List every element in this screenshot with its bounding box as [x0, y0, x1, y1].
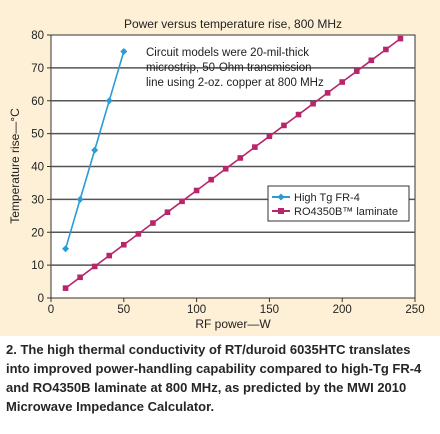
- x-tick-label: 200: [333, 304, 352, 316]
- data-point: [77, 274, 83, 281]
- data-point: [91, 146, 99, 154]
- data-point: [208, 176, 214, 183]
- data-point: [339, 79, 345, 85]
- data-point: [135, 231, 142, 237]
- y-tick-label: 20: [31, 227, 44, 239]
- x-tick-label: 250: [405, 304, 424, 316]
- data-point: [368, 57, 375, 64]
- data-point: [62, 245, 70, 253]
- data-point: [193, 187, 200, 194]
- chart-title: Power versus temperature rise, 800 MHz: [124, 17, 342, 31]
- data-point: [237, 155, 244, 161]
- y-axis-label: Temperature rise—°C: [8, 108, 22, 224]
- data-point: [105, 97, 113, 105]
- figure-caption: 2. The high thermal conductivity of RT/d…: [6, 342, 422, 414]
- gridlines: [51, 67, 415, 266]
- line-chart: Power versus temperature rise, 800 MHz 0…: [8, 17, 425, 331]
- data-point: [164, 209, 171, 215]
- y-tick-label: 10: [31, 260, 44, 272]
- data-point: [76, 195, 84, 203]
- data-point: [266, 133, 273, 140]
- data-point: [150, 220, 156, 226]
- y-tick-label: 80: [31, 30, 44, 42]
- data-point: [121, 241, 127, 248]
- data-point: [62, 285, 69, 291]
- legend-square-marker: [278, 208, 284, 214]
- x-tick-label: 0: [48, 304, 54, 316]
- x-tick-label: 150: [260, 304, 279, 316]
- x-tick-label: 50: [117, 304, 130, 316]
- data-point: [281, 122, 287, 129]
- y-tick-label: 50: [31, 129, 44, 141]
- data-point: [310, 100, 316, 107]
- legend-label: RO4350B™ laminate: [294, 206, 398, 218]
- series-layer: [62, 35, 404, 291]
- data-point: [252, 144, 258, 150]
- legend-diamond-marker: [277, 193, 285, 201]
- y-tick-label: 0: [38, 293, 44, 305]
- data-point: [179, 198, 185, 205]
- chart-panel: Power versus temperature rise, 800 MHz 0…: [0, 0, 440, 336]
- data-point: [353, 68, 360, 74]
- legend: High Tg FR-4 RO4350B™ laminate: [267, 185, 410, 222]
- legend-label: High Tg FR-4: [294, 192, 360, 204]
- y-tick-label: 70: [31, 63, 44, 75]
- data-point: [397, 35, 404, 42]
- data-point: [106, 252, 113, 259]
- annotation-line: line using 2-oz. copper at 800 MHz: [146, 77, 324, 89]
- data-point: [222, 166, 229, 172]
- data-point: [295, 111, 302, 118]
- x-axis-label: RF power—W: [195, 317, 271, 331]
- y-tick-label: 40: [31, 162, 44, 174]
- data-point: [91, 263, 98, 270]
- y-tick-label: 30: [31, 194, 44, 206]
- annotation-line: microstrip, 50-Ohm transmission: [146, 62, 312, 74]
- data-point: [383, 46, 389, 53]
- legend-box: [267, 185, 410, 222]
- axis-ticks: 0 10 20 30 40 50 60 70 80 0 50 100 150 200 250: [31, 30, 424, 316]
- annotation: Circuit models were 20-mil-thick microst…: [146, 47, 324, 89]
- annotation-line: Circuit models were 20-mil-thick: [146, 47, 309, 59]
- x-tick-label: 100: [187, 304, 206, 316]
- y-tick-label: 60: [31, 96, 44, 108]
- data-point: [324, 90, 331, 96]
- data-point: [120, 47, 128, 55]
